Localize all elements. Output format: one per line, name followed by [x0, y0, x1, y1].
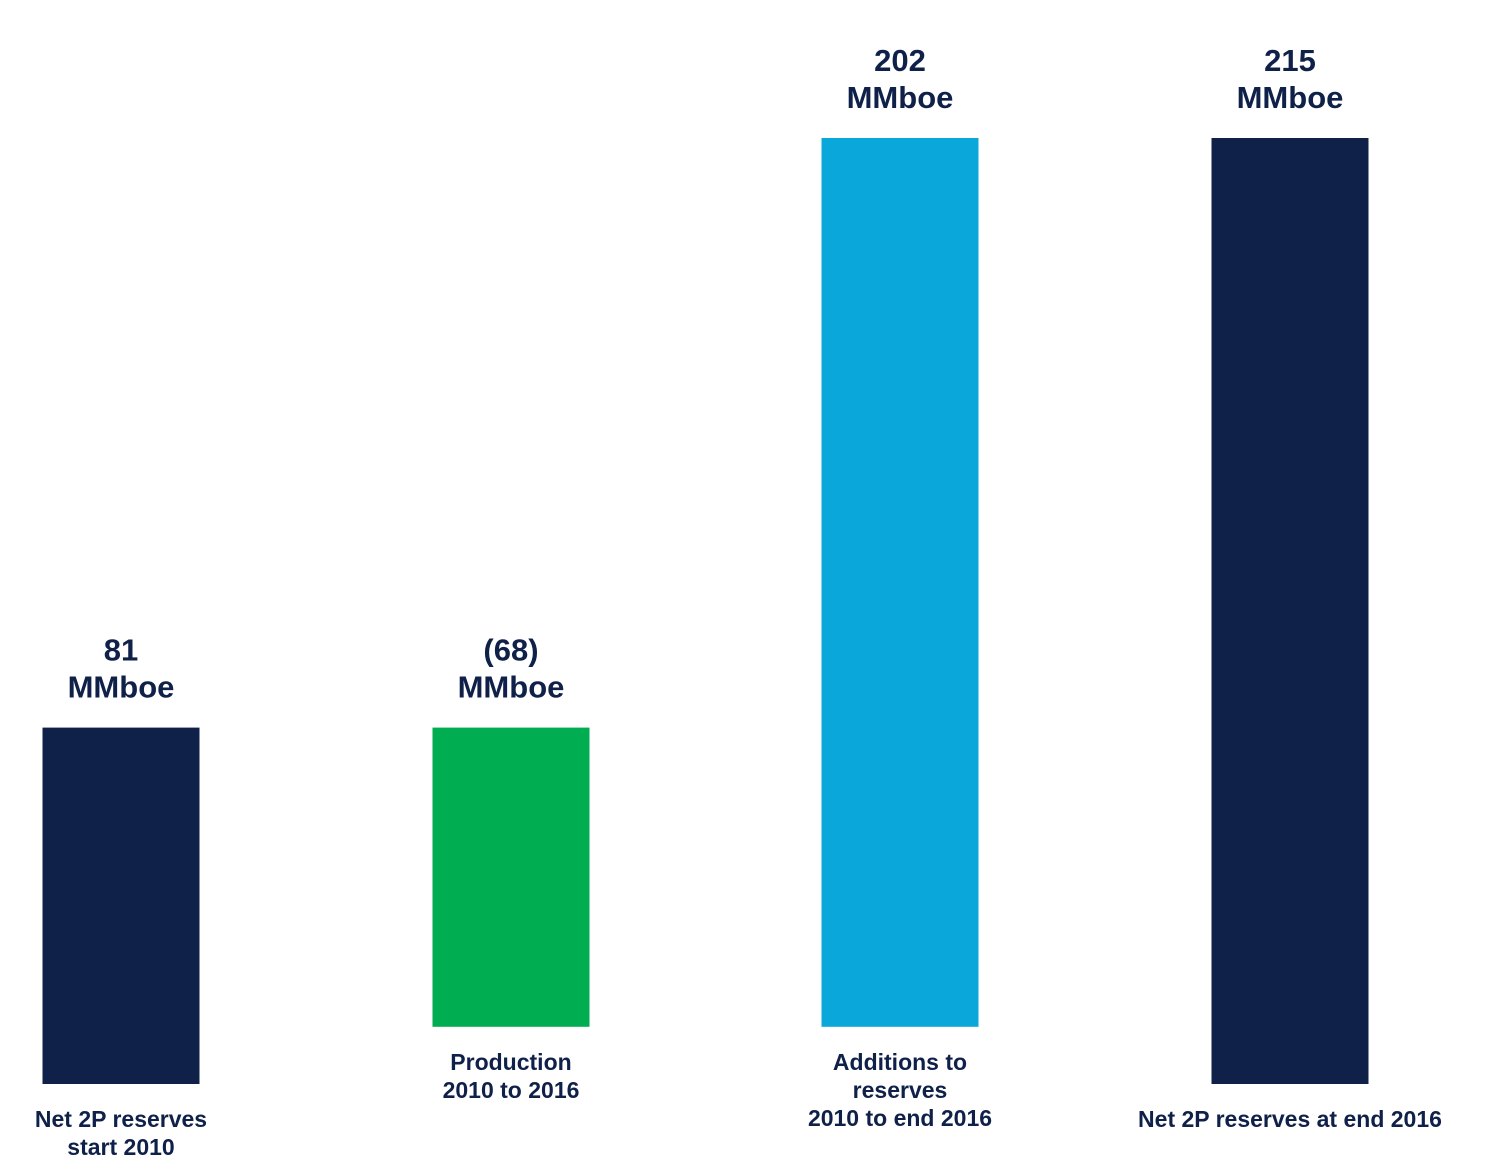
- value-label-line: 215: [1264, 43, 1316, 78]
- category-label-line: Production: [450, 1049, 571, 1075]
- category-label-3: Additions to reserves 2010 to end 2016: [808, 1049, 992, 1131]
- bar-4: [1211, 138, 1369, 1084]
- value-label-2: (68) MMboe: [458, 633, 565, 705]
- value-label-line: (68): [483, 633, 538, 668]
- category-label-line: 2010 to 2016: [443, 1077, 580, 1103]
- bars-layer: [42, 138, 1369, 1084]
- value-label-1: 81 MMboe: [68, 633, 175, 705]
- value-label-line: MMboe: [68, 670, 175, 705]
- category-label-2: Production 2010 to 2016: [443, 1049, 580, 1103]
- category-label-line: Net 2P reserves at end 2016: [1138, 1106, 1442, 1132]
- category-label-line: reserves: [853, 1077, 948, 1103]
- bar-2: [432, 727, 590, 1027]
- value-label-4: 215 MMboe: [1237, 43, 1344, 115]
- bar-1: [42, 727, 200, 1084]
- value-label-line: MMboe: [458, 670, 565, 705]
- category-label-line: Additions to: [833, 1049, 967, 1075]
- category-label-1: Net 2P reserves start 2010: [35, 1106, 207, 1160]
- category-label-4: Net 2P reserves at end 2016: [1138, 1106, 1442, 1132]
- category-label-line: start 2010: [67, 1134, 174, 1160]
- value-label-line: 81: [104, 633, 138, 668]
- value-label-line: MMboe: [1237, 80, 1344, 115]
- category-label-line: 2010 to end 2016: [808, 1105, 992, 1131]
- category-label-line: Net 2P reserves: [35, 1106, 207, 1132]
- value-label-3: 202 MMboe: [847, 43, 954, 115]
- value-label-line: 202: [874, 43, 926, 78]
- value-label-line: MMboe: [847, 80, 954, 115]
- bar-3: [821, 138, 979, 1027]
